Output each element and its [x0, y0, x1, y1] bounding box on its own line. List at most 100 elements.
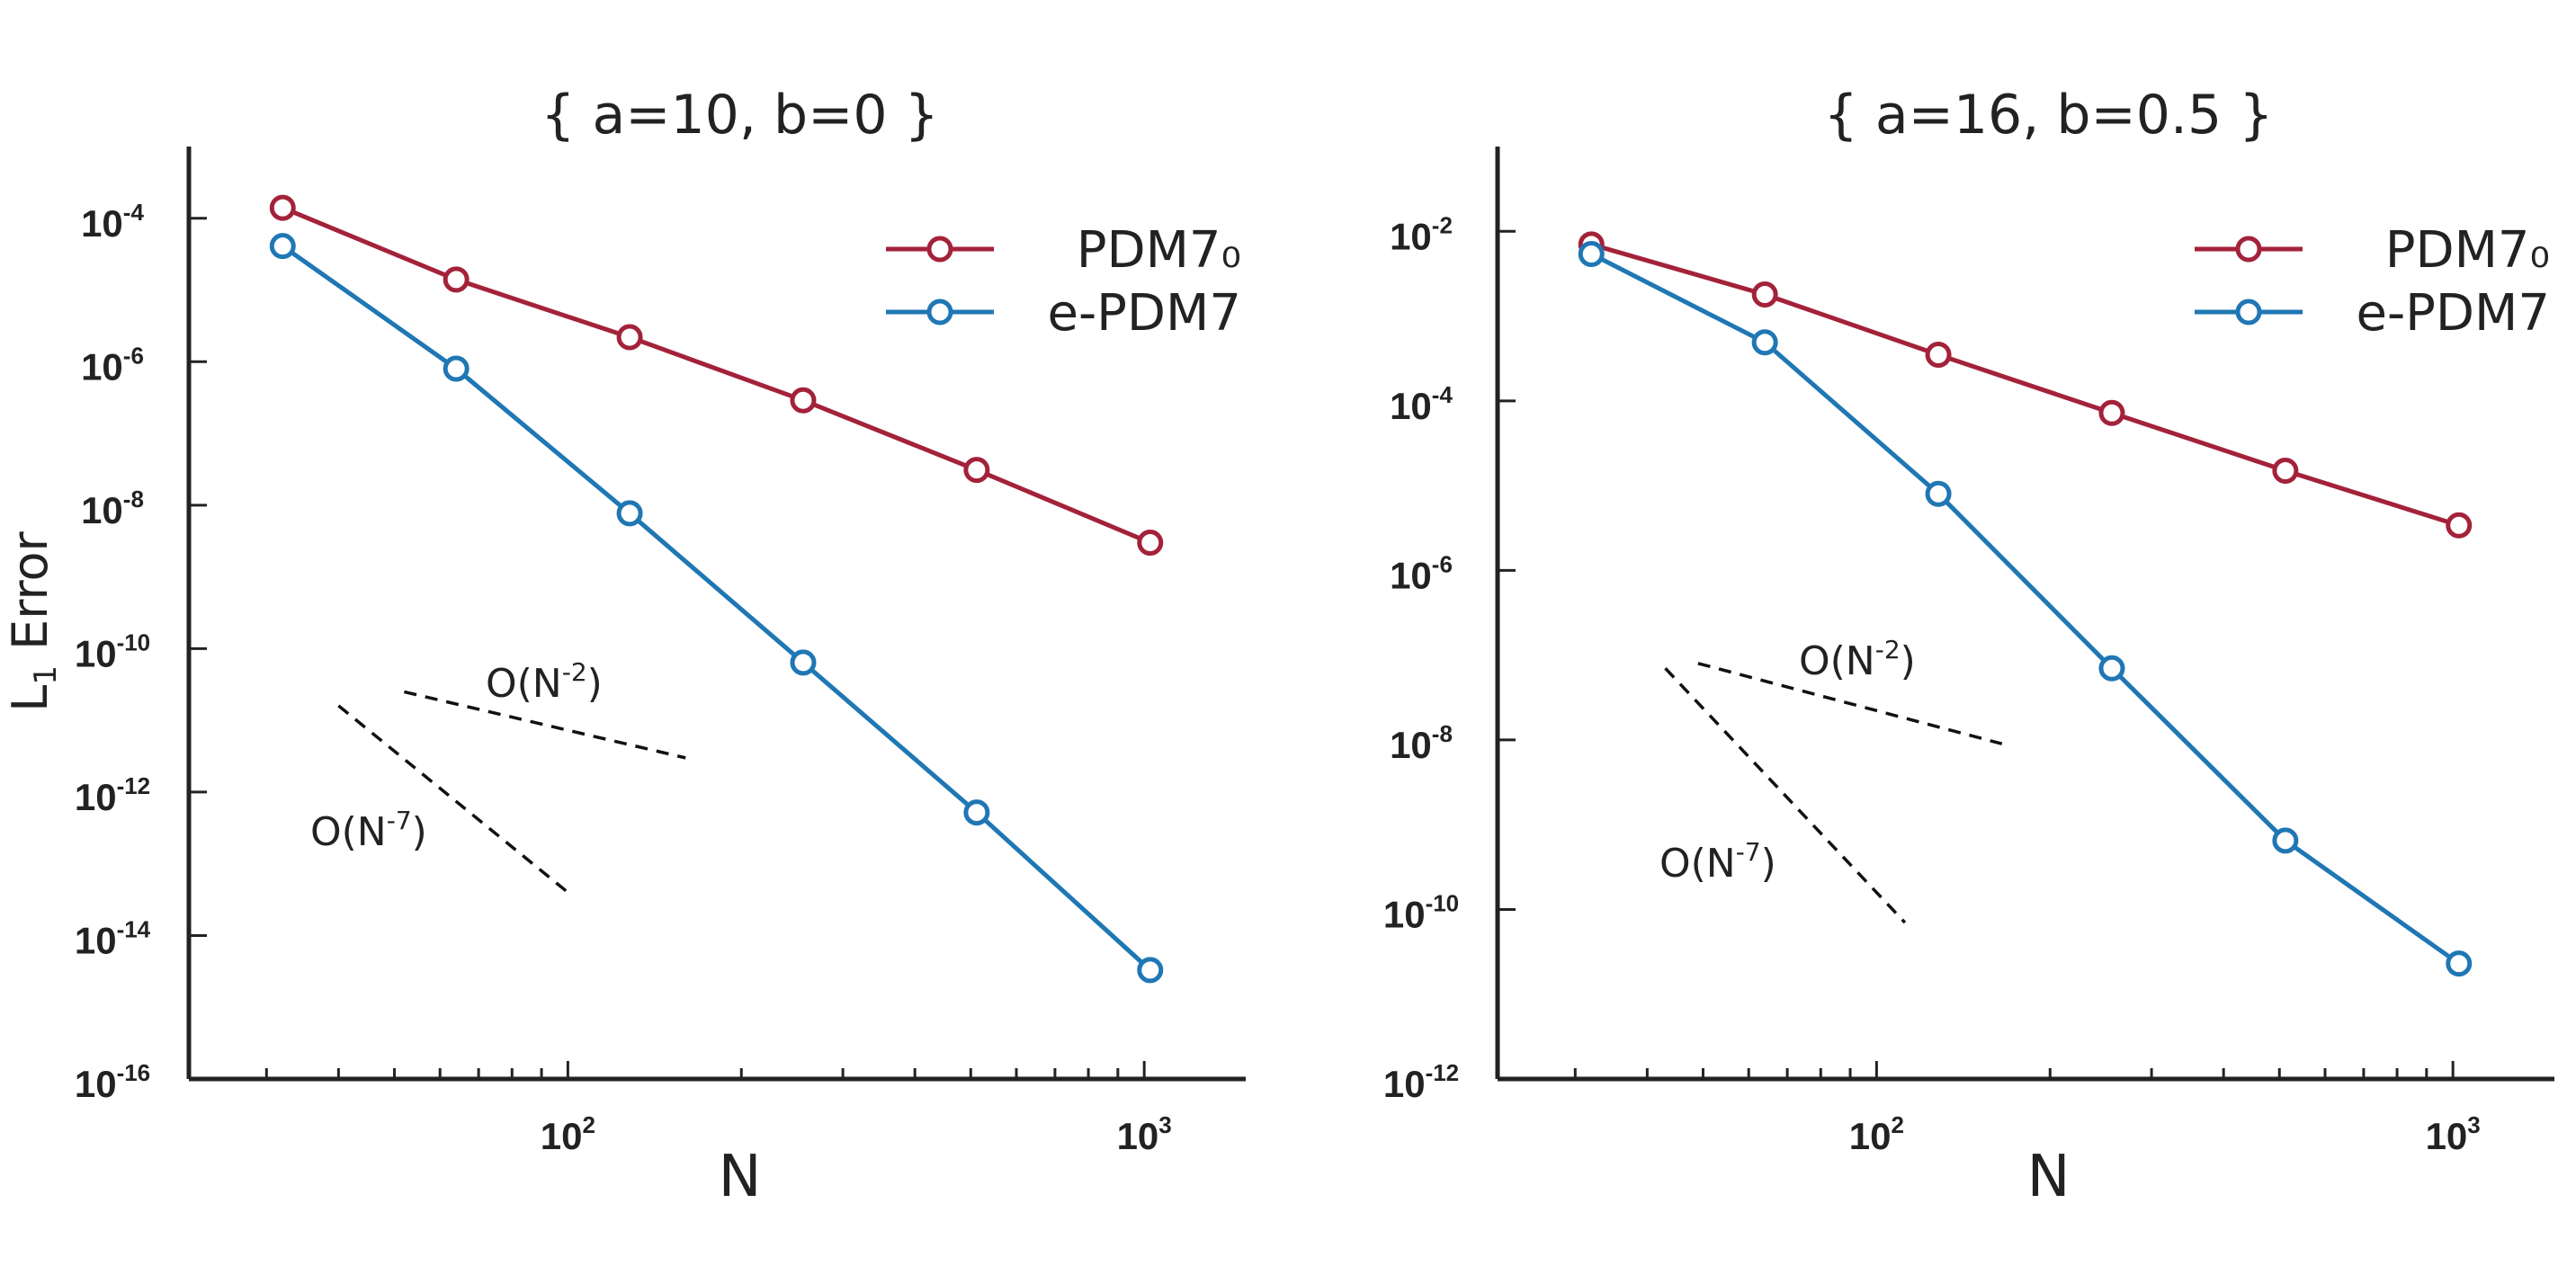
data-point	[963, 799, 990, 826]
x-tick-base: 10	[1117, 1115, 1159, 1157]
chart-title: { a=16, b=0.5 }	[1824, 84, 2274, 147]
slope-label-close: )	[587, 661, 603, 707]
slope-label-base: O(N	[1659, 841, 1736, 887]
data-point	[1751, 281, 1778, 308]
legend-label: PDM7₀	[1077, 221, 1241, 280]
slope-label-close: )	[412, 809, 427, 855]
y-axis-label-sub: 1	[28, 665, 64, 685]
series-e-pdm7	[269, 233, 1164, 984]
x-axis-label: N	[2027, 1144, 2071, 1210]
y-tick-base: 10	[75, 776, 117, 818]
data-point	[1578, 241, 1605, 268]
y-tick-exponent: -8	[123, 486, 144, 513]
legend-label: e-PDM7	[1048, 284, 1242, 343]
data-point	[2272, 457, 2299, 484]
slope-label-base: O(N	[310, 809, 387, 855]
y-tick-exponent: -4	[1432, 381, 1453, 408]
reference-slope-label: O(N-2)	[1799, 635, 1916, 684]
slope-label-close: )	[1761, 841, 1776, 887]
data-point	[1137, 530, 1164, 557]
x-tick-label: 103	[2426, 1111, 2481, 1157]
data-point	[1751, 329, 1778, 356]
y-tick-label: 10-12	[1383, 1059, 1459, 1105]
y-tick-base: 10	[1383, 1063, 1426, 1105]
legend-marker	[2235, 299, 2262, 325]
legend-label: e-PDM7	[2357, 284, 2551, 343]
data-point	[2446, 512, 2473, 539]
y-tick-label: 10-16	[75, 1059, 150, 1105]
y-tick-base: 10	[75, 1063, 117, 1105]
reference-slope-line	[1697, 662, 2003, 745]
data-point	[616, 324, 643, 351]
x-tick-base: 10	[541, 1115, 583, 1157]
slope-label-exponent: -2	[562, 657, 587, 687]
slope-label-exponent: -7	[387, 806, 412, 835]
y-tick-exponent: -10	[1426, 889, 1460, 916]
series-line	[1590, 242, 2460, 528]
series-e-pdm7	[1578, 241, 2473, 977]
slope-label-base: O(N	[486, 661, 562, 707]
y-tick-base: 10	[75, 919, 117, 961]
x-tick-exponent: 2	[1891, 1111, 1903, 1138]
y-tick-label: 10-14	[75, 915, 151, 961]
chart-title: { a=10, b=0 }	[541, 84, 939, 147]
y-tick-label: 10-12	[75, 772, 150, 818]
y-tick-label: 10-4	[1390, 381, 1453, 427]
y-axis-label-rest: Error	[2, 530, 58, 665]
y-axis-label-base: L	[2, 685, 58, 712]
data-point	[443, 266, 470, 293]
data-point	[269, 233, 296, 260]
reference-slope-label: O(N-2)	[486, 657, 603, 707]
data-point	[2098, 399, 2125, 426]
y-tick-label: 10-2	[1390, 211, 1453, 257]
slope-label-exponent: -2	[1875, 635, 1901, 664]
data-point	[2098, 655, 2125, 682]
legend-marker	[926, 299, 953, 325]
series-line	[1590, 252, 2461, 966]
legend-marker	[2235, 236, 2262, 263]
reference-slope-line	[1664, 667, 1907, 924]
chart-panel-2: { a=16, b=0.5 }102 10310-210-410-610-810-…	[1383, 84, 2554, 1210]
y-tick-base: 10	[81, 345, 123, 388]
y-tick-label: 10-8	[81, 486, 144, 531]
x-tick-exponent: 2	[582, 1111, 595, 1138]
slope-label-base: O(N	[1799, 638, 1875, 684]
data-point	[2446, 950, 2473, 977]
y-tick-label: 10-6	[1390, 550, 1453, 596]
data-point	[963, 457, 990, 484]
y-tick-base: 10	[1390, 385, 1432, 427]
data-point	[790, 649, 817, 676]
reference-slope-line	[403, 690, 686, 760]
data-point	[616, 500, 643, 527]
data-point	[1925, 342, 1952, 369]
reference-slope-label: O(N-7)	[310, 806, 427, 855]
y-tick-base: 10	[81, 489, 123, 531]
chart-panel-1: { a=10, b=0 }102 10310-410-610-810-1010-1…	[2, 84, 1246, 1210]
reference-slope-label: O(N-7)	[1659, 837, 1776, 887]
x-tick-exponent: 3	[2467, 1111, 2480, 1138]
y-tick-base: 10	[75, 632, 117, 674]
data-point	[1137, 957, 1164, 984]
y-tick-base: 10	[1390, 724, 1432, 766]
series-line	[281, 244, 1152, 972]
data-point	[1925, 480, 1952, 507]
series-pdm7-0	[269, 194, 1164, 557]
y-tick-label: 10-10	[1383, 889, 1459, 935]
y-tick-base: 10	[81, 202, 123, 245]
y-tick-exponent: -12	[1426, 1059, 1460, 1086]
series-pdm7-0	[1578, 231, 2473, 539]
legend-marker	[926, 236, 953, 263]
y-tick-label: 10-10	[75, 629, 150, 674]
x-tick-label: 102	[1849, 1111, 1904, 1157]
y-axis-label: L1 Error	[2, 530, 64, 711]
y-tick-exponent: -6	[123, 342, 144, 369]
reference-slope-line	[337, 704, 569, 894]
y-tick-exponent: -14	[117, 915, 151, 942]
y-tick-exponent: -6	[1432, 550, 1453, 577]
x-tick-base: 10	[2426, 1115, 2468, 1157]
y-tick-label: 10-6	[81, 342, 144, 388]
x-axis-label: N	[719, 1144, 762, 1210]
y-tick-label: 10-4	[81, 199, 144, 245]
